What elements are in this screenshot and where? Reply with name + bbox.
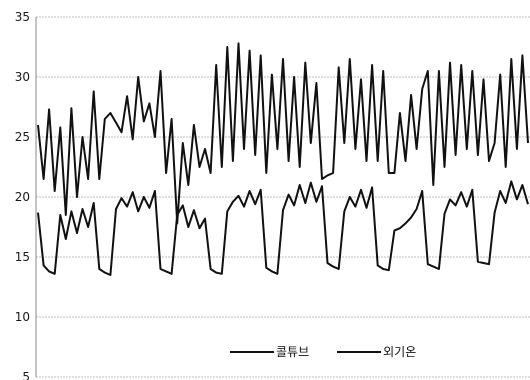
series-line-1 [37, 180, 529, 276]
y-tick-labels: 5 10 15 20 25 30 35 [15, 10, 30, 380]
series-line-2 [37, 42, 529, 225]
y-tick-label: 30 [15, 70, 30, 84]
y-tick-label: 10 [15, 310, 30, 324]
y-tick-label: 35 [15, 10, 30, 24]
legend-item-series-1: 콜튜브 [230, 343, 309, 360]
y-tick-label: 20 [15, 190, 30, 204]
legend-swatch-series-1 [230, 350, 274, 353]
series-lines [37, 42, 529, 276]
legend-item-series-2: 외기온 [337, 343, 416, 360]
legend-swatch-series-2 [337, 350, 382, 353]
legend: 콜튜브 외기온 [230, 343, 416, 360]
legend-label-series-2: 외기온 [383, 345, 417, 359]
y-tick-label: 25 [15, 130, 30, 144]
y-tick-label: 5 [22, 370, 30, 380]
legend-label-series-1: 콜튜브 [276, 345, 310, 359]
y-tick-label: 15 [15, 250, 30, 264]
